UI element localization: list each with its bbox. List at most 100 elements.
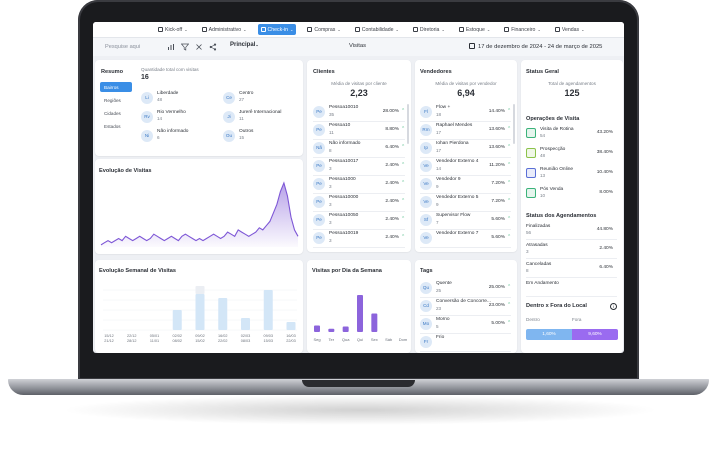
list-item-pct: 5.60% — [491, 235, 505, 240]
evolucao-chart — [100, 181, 299, 247]
avatar: Ce — [223, 92, 235, 104]
calculator-icon — [354, 27, 360, 32]
list-item-value: 7 — [436, 220, 439, 225]
resumo-tab-1[interactable]: Regiões — [104, 98, 121, 103]
avatar: Ji — [223, 111, 235, 123]
divider — [420, 193, 511, 194]
cart-icon — [307, 27, 313, 32]
evolucao-area — [101, 183, 298, 247]
list-item-value: 8 — [329, 148, 332, 153]
divider — [420, 139, 511, 140]
day-label: Ter — [329, 337, 335, 342]
list-item-pct: 5.60% — [491, 217, 505, 222]
resumo-tab-0[interactable]: Bairros — [100, 82, 132, 92]
info-icon[interactable]: i — [610, 303, 617, 310]
divider — [526, 258, 617, 259]
avatar: Ve — [420, 196, 432, 208]
chevron-up-icon: ⌃ — [401, 234, 406, 240]
dia-semana-card: Visitas por Dia da Semana Seg Ter Qua Qui Se… — [307, 260, 411, 353]
laptop-shadow — [60, 395, 660, 425]
chevron-up-icon: ⌃ — [507, 180, 512, 186]
nav-item-3[interactable]: Compras ⌄ — [304, 24, 343, 35]
semanal-title: Evolução Semanal de Visitas — [99, 268, 177, 274]
principal-label: Principal — [230, 42, 256, 48]
avatar: Pe — [313, 124, 325, 136]
chevron-down-icon: ⌄ — [337, 27, 341, 32]
resumo-item-name: Liberdade — [157, 91, 179, 96]
list-item-value: 3 — [329, 202, 332, 207]
week-label-start: 15/12 — [104, 334, 114, 338]
divider — [313, 157, 405, 158]
box-icon — [458, 27, 464, 32]
avatar: Ve — [420, 232, 432, 244]
list-item-name: Flow + — [436, 105, 451, 110]
list-item-value: 3 — [329, 220, 332, 225]
nav-item-1[interactable]: Administrativo ⌄ — [199, 24, 250, 35]
principal-dropdown[interactable]: Principal⌄ — [230, 42, 259, 48]
checklist-icon — [526, 188, 536, 198]
avatar: Cd — [420, 300, 432, 312]
chart-icon[interactable] — [167, 43, 175, 51]
date-range-picker[interactable]: 17 de dezembro de 2024 - 24 de março de … — [469, 43, 602, 50]
laptop-notch — [302, 380, 415, 387]
vendedores-subtitle: Média de visitas por vendedor — [435, 81, 497, 86]
chevron-down-icon: ⌄ — [581, 27, 585, 32]
avatar: Pe — [313, 106, 325, 118]
nav-item-8[interactable]: Vendas ⌄ — [552, 24, 588, 35]
nav-item-label: Compras — [314, 26, 336, 33]
week-bar — [286, 322, 296, 330]
clientes-title: Clientes — [313, 69, 335, 75]
resumo-tab-2[interactable]: Cidades — [104, 111, 121, 116]
list-item-name: Vendedor Externo 7 — [436, 231, 479, 236]
resumo-item-name: Não informado — [157, 129, 189, 134]
tags-title: Tags — [420, 268, 433, 274]
nav-item-6[interactable]: Estoque ⌄ — [456, 24, 493, 35]
divider — [420, 297, 511, 298]
cart-icon — [554, 27, 560, 32]
list-item-pct: 8.80% — [385, 127, 399, 132]
week-label-end: 15/02 — [195, 339, 205, 343]
status-geral-card: Status Geral Total de agendamentos 125 O… — [521, 60, 623, 353]
agendamento-pct: 44.80% — [596, 227, 613, 232]
divider — [313, 229, 405, 230]
chevron-up-icon: ⌃ — [401, 216, 406, 222]
week-label-start: 09/02 — [195, 334, 205, 338]
resumo-tab-3[interactable]: Estados — [104, 124, 121, 129]
divider — [420, 351, 511, 352]
share-icon[interactable] — [209, 43, 217, 51]
checkin-icon — [260, 27, 266, 32]
nav-item-label: Contabilidade — [361, 26, 394, 33]
chevron-down-icon: ⌄ — [255, 42, 259, 47]
nav-item-label: Administrativo — [208, 26, 242, 33]
nav-item-7[interactable]: Financeiro ⌄ — [501, 24, 544, 35]
resumo-title: Resumo — [101, 69, 124, 75]
chevron-up-icon: ⌃ — [401, 198, 406, 204]
filter-icon[interactable] — [180, 43, 190, 51]
nav-item-5[interactable]: Diretoria ⌄ — [410, 24, 448, 35]
clientes-scrollbar[interactable] — [407, 104, 409, 144]
agendamento-pct: 2.40% — [599, 246, 613, 251]
divider — [420, 175, 511, 176]
divider — [313, 139, 405, 140]
nav-item-2[interactable]: Check-in ⌄ — [257, 24, 297, 35]
chevron-down-icon: ⌄ — [184, 27, 188, 32]
vendedores-scrollbar[interactable] — [513, 104, 515, 144]
nav-item-0[interactable]: Kick-off ⌄ — [155, 24, 191, 35]
agendamento-name: Finalizadas — [526, 224, 551, 229]
nav-item-4[interactable]: Contabilidade ⌄ — [352, 24, 402, 35]
close-icon[interactable] — [195, 43, 203, 51]
avatar: Ou — [223, 130, 235, 142]
agendamentos-title: Status dos Agendamentos — [526, 213, 597, 219]
chevron-up-icon: ⌃ — [401, 144, 406, 150]
agendamento-value: 56 — [526, 230, 532, 235]
divider — [313, 121, 405, 122]
week-label-start: 05/01 — [150, 334, 160, 338]
divider — [420, 315, 511, 316]
search-input[interactable]: Pesquise aqui — [105, 44, 141, 50]
avatar: Pe — [313, 160, 325, 172]
target-icon — [526, 148, 536, 158]
list-item-pct: 28.00% — [382, 109, 399, 114]
week-bar — [218, 298, 228, 330]
chevron-up-icon: ⌃ — [507, 302, 512, 308]
